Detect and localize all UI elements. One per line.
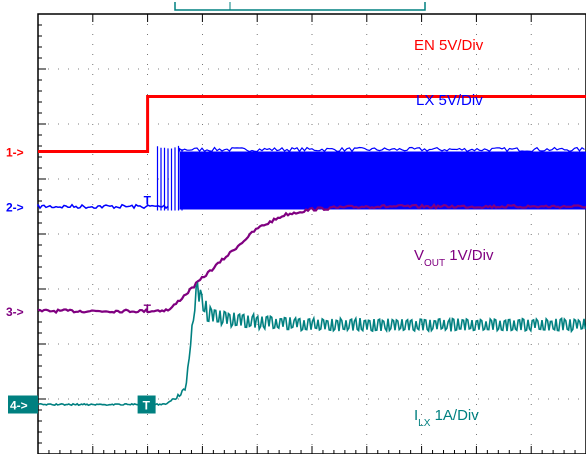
trace-label-vout: VOUT 1V/Div: [414, 247, 494, 269]
trace-label-lx: LX 5V/Div: [416, 92, 483, 109]
trigger-marker-lx: T: [144, 194, 152, 208]
channel-marker-vout: 3->: [6, 305, 24, 319]
channel-marker-en: 1->: [6, 146, 24, 160]
trace-labels: EN 5V/Div LX 5V/Div VOUT 1V/Div ILX 1A/Div: [414, 37, 494, 429]
trace-lx-startup-pulses: [156, 145, 183, 211]
trace-en: [38, 95, 586, 153]
channel-marker-lx: 2->: [6, 201, 24, 215]
trace-label-ilx: ILX 1A/Div: [414, 407, 479, 429]
trace-lx-envelope: [178, 146, 585, 153]
trace-label-en: EN 5V/Div: [414, 37, 484, 54]
channel-markers: 1-> 2-> 3-> 4-> T T T: [6, 146, 156, 414]
channel-marker-ilx: 4->: [10, 399, 28, 413]
trace-ilx: [37, 280, 586, 407]
trigger-marker-box-ilx: [137, 395, 156, 414]
channel-marker-box-ilx: [8, 395, 38, 414]
trace-lx-idle: [37, 203, 169, 210]
trigger-marker-vout: T: [144, 302, 152, 316]
scope-traces: [37, 95, 586, 407]
horizontal-position-bracket: [174, 2, 426, 11]
scope-grid: [37, 2, 586, 454]
trace-vout: [37, 203, 586, 315]
trigger-marker-ilx: T: [143, 399, 151, 413]
trace-lx-switching-band: [179, 151, 586, 210]
